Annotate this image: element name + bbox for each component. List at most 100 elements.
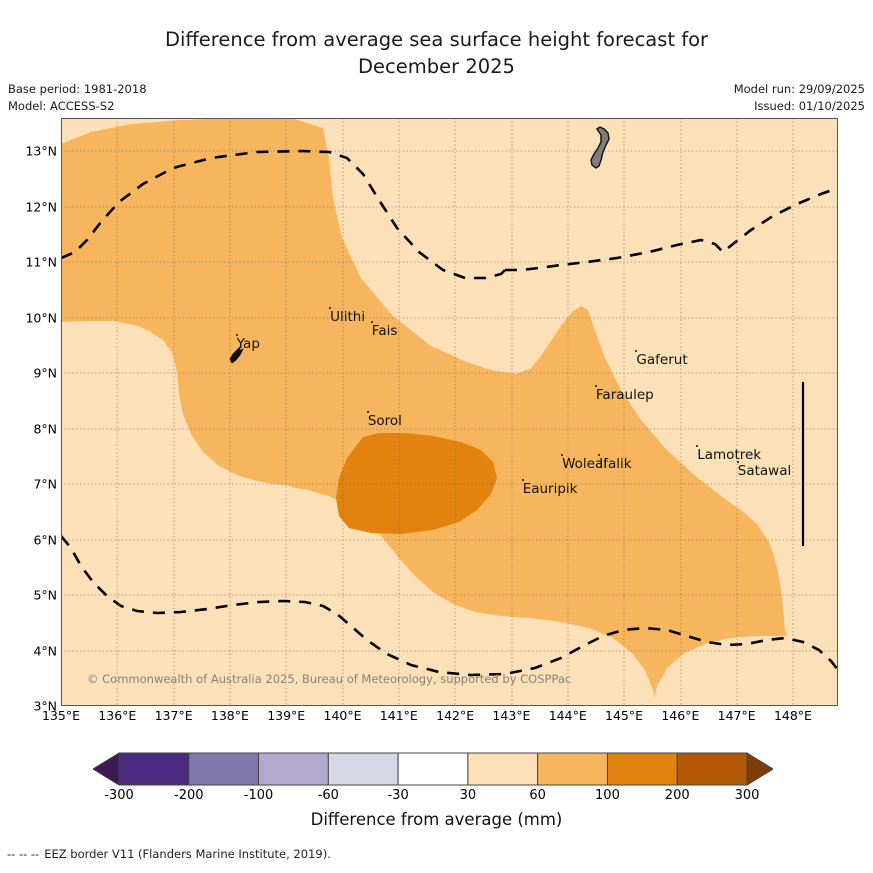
colorbar-segment xyxy=(118,752,190,786)
place-marker-dot xyxy=(594,384,597,387)
y-tick-label: 3°N xyxy=(33,698,57,714)
y-tick-label: 11°N xyxy=(25,254,57,270)
colorbar-tick-label: -300 xyxy=(104,788,134,803)
colorbar-segment xyxy=(537,752,608,786)
colorbar-tick-label: 300 xyxy=(734,788,760,803)
colorbar-cap-low xyxy=(93,752,120,786)
colorbar-ticks: -300 -200 -100 -60 -30 30 60 100 200 300 xyxy=(93,788,773,806)
x-tick-label: 142°E xyxy=(436,708,475,723)
map-place-label: Yap xyxy=(235,334,260,353)
place-marker-dot xyxy=(635,350,638,353)
place-name-text: Fais xyxy=(371,323,398,339)
dashed-line-sample: -- -- -- xyxy=(7,847,40,861)
model-label: Model: ACCESS-S2 xyxy=(8,99,115,113)
place-marker-dot xyxy=(598,453,601,456)
place-marker-dot xyxy=(521,478,524,481)
x-tick-label: 135°E xyxy=(41,708,81,723)
place-name-text: Ifalik xyxy=(599,455,632,472)
guam-island xyxy=(590,126,610,169)
place-name-text: Yap xyxy=(236,336,260,353)
map-place-label: Satawal xyxy=(736,460,792,479)
contour-band-100-200-sorol xyxy=(336,433,497,534)
eez-footnote: -- -- -- EEZ border V11 (Flanders Marine… xyxy=(7,847,331,861)
colorbar-segment xyxy=(258,752,329,786)
map-place-label: Woleai xyxy=(561,453,607,472)
eez-footnote-text: EEZ border V11 (Flanders Marine Institut… xyxy=(44,847,331,861)
x-tick-label: 143°E xyxy=(492,708,531,723)
model-run-label: Model run: 29/09/2025 xyxy=(733,82,865,96)
x-tick-label: 140°E xyxy=(323,708,362,723)
eez-border xyxy=(61,149,838,677)
colorbar-segment xyxy=(188,752,260,786)
place-name-text: Woleai xyxy=(562,455,607,472)
colorbar-segment xyxy=(397,752,469,786)
place-marker-dot xyxy=(696,444,699,447)
contour-band-30-60-northeast xyxy=(323,118,838,674)
y-tick-label: 8°N xyxy=(33,421,57,437)
place-name-text: Faraulep xyxy=(595,386,654,403)
y-tick-label: 7°N xyxy=(33,476,57,492)
place-marker-dot xyxy=(736,460,739,463)
page-title-line2: December 2025 xyxy=(358,55,515,78)
x-tick-label: 145°E xyxy=(605,708,644,723)
colorbar-tick-label: -100 xyxy=(243,788,274,803)
colorbar-cap-high xyxy=(746,752,773,786)
page-title: Difference from average sea surface heig… xyxy=(0,26,873,80)
y-tick-label: 13°N xyxy=(25,143,57,159)
page-title-line1: Difference from average sea surface heig… xyxy=(164,28,709,51)
issued-label: Issued: 01/10/2025 xyxy=(754,99,865,113)
map-place-label: Ifalik xyxy=(598,453,632,472)
metadata-right: Model run: 29/09/2025 Issued: 01/10/2025 xyxy=(734,81,865,115)
place-name-text: Eauripik xyxy=(522,480,578,497)
colorbar-tick-label: 200 xyxy=(664,788,690,803)
contour-band-30-60-southeast xyxy=(653,636,838,706)
contour-band-60-100 xyxy=(61,118,838,706)
y-axis-ticks: 3°N 4°N 5°N 6°N 7°N 8°N 9°N 10°N 11°N 12°N 13°N xyxy=(0,118,57,714)
map-place-label: Eauripik xyxy=(521,478,578,497)
x-axis-ticks: 135°E 136°E 137°E 138°E 139°E 140°E 141°E 142°E… xyxy=(42,708,838,730)
colorbar-region: -300 -200 -100 -60 -30 30 60 100 200 300 xyxy=(0,752,873,812)
colorbar-tick-label: 100 xyxy=(595,788,620,803)
y-tick-label: 10°N xyxy=(25,310,57,326)
x-tick-label: 146°E xyxy=(661,708,700,723)
x-tick-label: 147°E xyxy=(717,708,756,723)
map-place-label: Gaferut xyxy=(635,350,688,369)
x-tick-label: 136°E xyxy=(98,708,137,723)
place-marker-dot xyxy=(366,411,369,414)
colorbar-tick-label: -60 xyxy=(317,788,339,803)
colorbar-title: Difference from average (mm) xyxy=(310,810,563,829)
place-marker-dot xyxy=(235,334,238,337)
x-tick-label: 137°E xyxy=(154,708,193,723)
y-tick-label: 4°N xyxy=(33,643,57,659)
map-copyright: © Commonwealth of Australia 2025, Bureau… xyxy=(87,672,572,686)
colorbar-tick-label: -30 xyxy=(387,788,409,803)
colorbar-tick-label: 30 xyxy=(459,788,477,803)
colorbar-segment xyxy=(467,752,539,786)
metadata-left: Base period: 1981-2018 Model: ACCESS-S2 xyxy=(8,81,147,115)
yap-island xyxy=(229,345,244,364)
map-place-label: Faraulep xyxy=(594,384,654,403)
map-plot-area: Yap Ulithi Fais Sorol Gaferut Faraulep Woleai I… xyxy=(61,118,838,706)
x-tick-label: 144°E xyxy=(548,708,587,723)
colorbar-segment xyxy=(327,752,399,786)
colorbar xyxy=(93,752,773,786)
place-name-text: Ulithi xyxy=(330,308,366,325)
colorbar-segment xyxy=(676,752,748,786)
map-gridlines xyxy=(61,118,838,706)
colorbar-segment xyxy=(606,752,678,786)
place-name-text: Satawal xyxy=(737,462,792,479)
x-tick-label: 139°E xyxy=(267,708,306,723)
map-place-label: Fais xyxy=(370,321,398,339)
y-tick-label: 6°N xyxy=(33,532,57,548)
map-contour-svg xyxy=(61,118,838,706)
contour-band-30-60-southwest xyxy=(61,321,291,706)
place-name-text: Gaferut xyxy=(636,352,688,369)
place-name-text: Sorol xyxy=(367,413,402,430)
x-tick-label: 148°E xyxy=(773,708,812,723)
place-name-text: Lamotrek xyxy=(697,446,762,463)
map-place-label: Sorol xyxy=(366,411,402,430)
contour-band-30-60-southcentral xyxy=(339,618,501,706)
map-place-label: Lamotrek xyxy=(696,444,762,463)
place-marker-dot xyxy=(370,321,373,323)
